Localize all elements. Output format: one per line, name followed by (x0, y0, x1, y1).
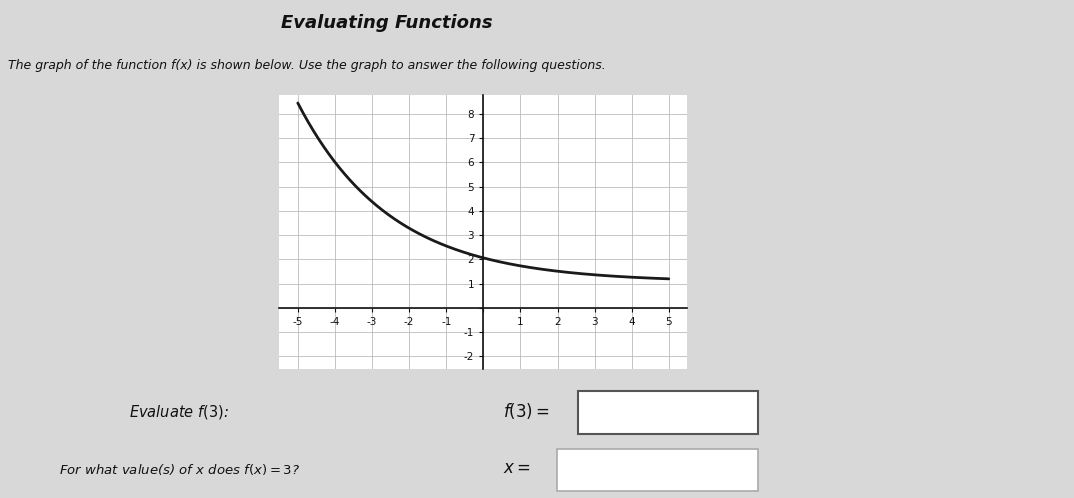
Text: The graph of the function f(x) is shown below. Use the graph to answer the follo: The graph of the function f(x) is shown … (8, 59, 606, 72)
Text: Evaluate $f(3)$:: Evaluate $f(3)$: (130, 403, 230, 421)
Text: For what value(s) of $x$ does $f(x) = 3$?: For what value(s) of $x$ does $f(x) = 3$… (59, 462, 300, 477)
Text: Evaluating Functions: Evaluating Functions (280, 14, 493, 32)
FancyBboxPatch shape (556, 449, 758, 491)
Text: $f(3) =$: $f(3) =$ (503, 401, 550, 421)
FancyBboxPatch shape (578, 391, 758, 434)
Text: $x =$: $x =$ (503, 459, 531, 477)
